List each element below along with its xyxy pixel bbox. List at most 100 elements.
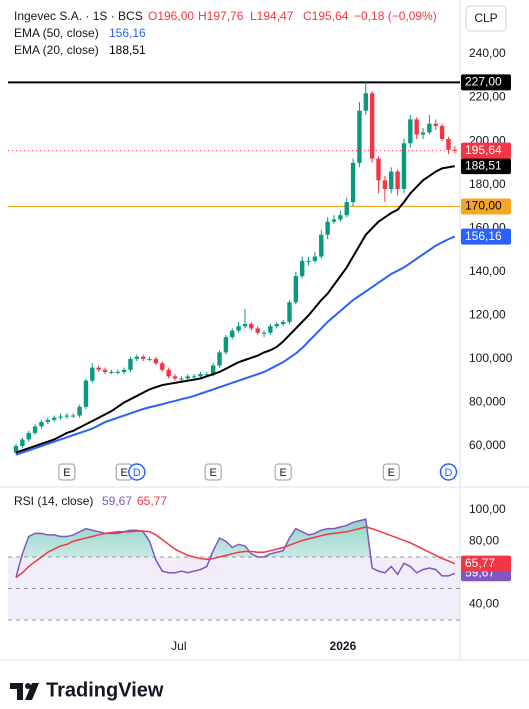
event-label: E [388, 467, 395, 479]
candle-body [369, 93, 375, 159]
candle-body [293, 276, 299, 303]
y-tick-label: 100,00 [469, 502, 506, 516]
candle-body [77, 406, 82, 416]
legend-ema20: EMA (20, close) [14, 43, 99, 57]
candle-body [446, 138, 451, 150]
candle-body [427, 123, 432, 133]
candle-body [191, 376, 197, 378]
candle-body [331, 219, 337, 222]
candle-body [141, 356, 146, 359]
event-label: E [63, 467, 70, 479]
rsi-fills [8, 519, 460, 621]
candle-body [32, 426, 38, 433]
axis-value-label: 170,00 [465, 199, 502, 213]
event-marker [439, 463, 458, 481]
legend-ema20-value: 188,51 [109, 43, 146, 57]
axis-value-badge [461, 142, 511, 159]
candle-body [376, 158, 381, 181]
axis-value-badge [461, 555, 511, 572]
candle-body [90, 367, 95, 381]
axis-labels: 240,00220,00200,00180,00160,00140,00120,… [171, 46, 513, 653]
candle-body [147, 358, 152, 360]
legend-ema50: EMA (50, close) [14, 26, 99, 40]
y-tick-label: 80,00 [469, 533, 499, 547]
candle-body [26, 432, 31, 440]
ema-line [15, 235, 456, 456]
candle-body [242, 324, 248, 327]
event-marker [382, 463, 400, 481]
candle-body [261, 332, 267, 334]
currency-box[interactable] [465, 5, 507, 32]
candle-body [115, 371, 120, 373]
candle-body [128, 358, 133, 370]
candle-body [198, 374, 203, 377]
candle-body [395, 171, 400, 190]
candle-body [134, 356, 140, 359]
axis-value-label: 156,16 [465, 229, 502, 243]
event-marker [204, 463, 222, 481]
candle-body [121, 369, 127, 372]
candle-body [166, 369, 171, 377]
candle-body [338, 215, 343, 220]
candle-body [83, 380, 89, 407]
candle-body [64, 415, 70, 417]
candle-body [13, 446, 19, 453]
axis-value-badge [461, 198, 511, 215]
candle-body [249, 324, 254, 329]
event-label: E [120, 467, 127, 479]
candle-body [408, 119, 413, 144]
candle-body [51, 417, 57, 420]
logo-icon [10, 683, 39, 700]
event-label: D [133, 467, 141, 479]
y-tick-label: 60,000 [469, 438, 506, 452]
rsi-overbought-fill [16, 519, 455, 557]
axis-value-badge [461, 74, 511, 91]
y-tick-label: 180,00 [469, 177, 506, 191]
candle-body [439, 125, 445, 139]
x-tick-label: Jul [171, 639, 186, 653]
candle-body [71, 415, 76, 417]
rsi-line [15, 526, 456, 579]
candle-body [160, 363, 165, 370]
ohlc-open: O196,00 [148, 9, 194, 23]
candle-body [153, 358, 159, 364]
ohlc-high: H197,76 [198, 9, 244, 23]
y-tick-label: 220,00 [469, 90, 506, 104]
axis-value-label: 227,00 [465, 74, 502, 88]
legend-ema50-value: 156,16 [109, 26, 146, 40]
axis-value-badge [461, 158, 511, 175]
axis-value-badge [461, 228, 511, 245]
event-label: E [279, 467, 286, 479]
event-label: E [209, 467, 216, 479]
rsi-title: RSI (14, close) [14, 494, 93, 508]
candle-body [223, 337, 229, 353]
candle-body [433, 123, 438, 126]
axis-value-label: 195,64 [465, 143, 502, 157]
candle-body [312, 256, 318, 261]
y-tick-label: 40,00 [469, 596, 499, 610]
candle-body [109, 371, 114, 373]
candle-body [420, 132, 426, 135]
event-label: D [445, 467, 453, 479]
axis-value-label: 188,51 [465, 158, 502, 172]
candle-body [45, 419, 50, 423]
candle-body [210, 365, 216, 375]
axis-value-label: 65,77 [465, 556, 495, 570]
candle-body [325, 221, 330, 235]
symbol-title: Ingevec S.A. · 1S · BCS [14, 9, 143, 23]
ohlc-close: C195,64 [303, 9, 349, 23]
y-tick-label: 80,000 [469, 395, 506, 409]
rsi-value: 59,67 [102, 494, 132, 508]
event-marker [274, 463, 292, 481]
candle-body [287, 302, 292, 322]
candle-body [204, 374, 209, 376]
candle-body [382, 180, 388, 190]
currency[interactable]: CLP [474, 11, 497, 25]
candle-body [363, 93, 368, 111]
candle-body [96, 367, 101, 370]
y-tick-label: 240,00 [469, 46, 506, 60]
ohlc-change: −0,18 (−0,09%) [354, 9, 437, 23]
candle-body [280, 321, 286, 325]
